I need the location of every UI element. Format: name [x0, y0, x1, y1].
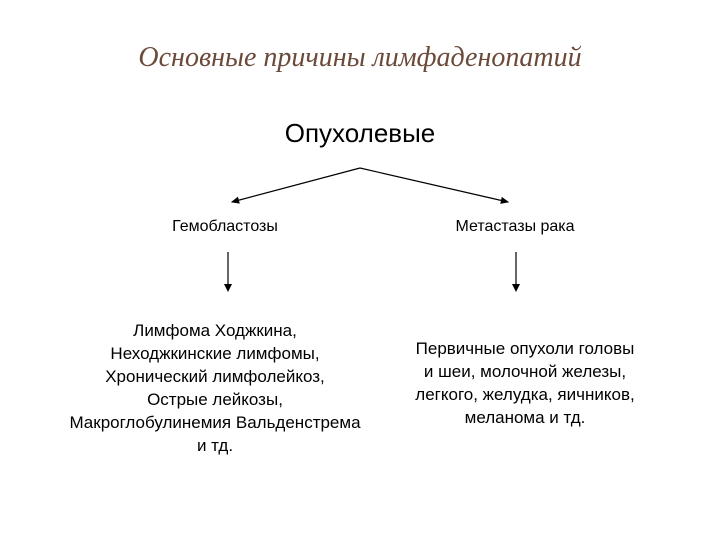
description-left: Лимфома Ходжкина, Неходжкинские лимфомы,… — [65, 320, 365, 458]
subtitle: Опухолевые — [0, 118, 720, 149]
arrow-down-left-icon — [218, 248, 238, 298]
fork-arrows — [0, 160, 720, 220]
page-title: Основные причины лимфаденопатий — [0, 42, 720, 74]
description-right: Первичные опухоли головы и шеи, молочной… — [400, 338, 650, 430]
branch-label-right: Метастазы рака — [400, 218, 630, 236]
arrow-down-right-icon — [506, 248, 526, 298]
branch-label-left: Гемобластозы — [110, 218, 340, 236]
